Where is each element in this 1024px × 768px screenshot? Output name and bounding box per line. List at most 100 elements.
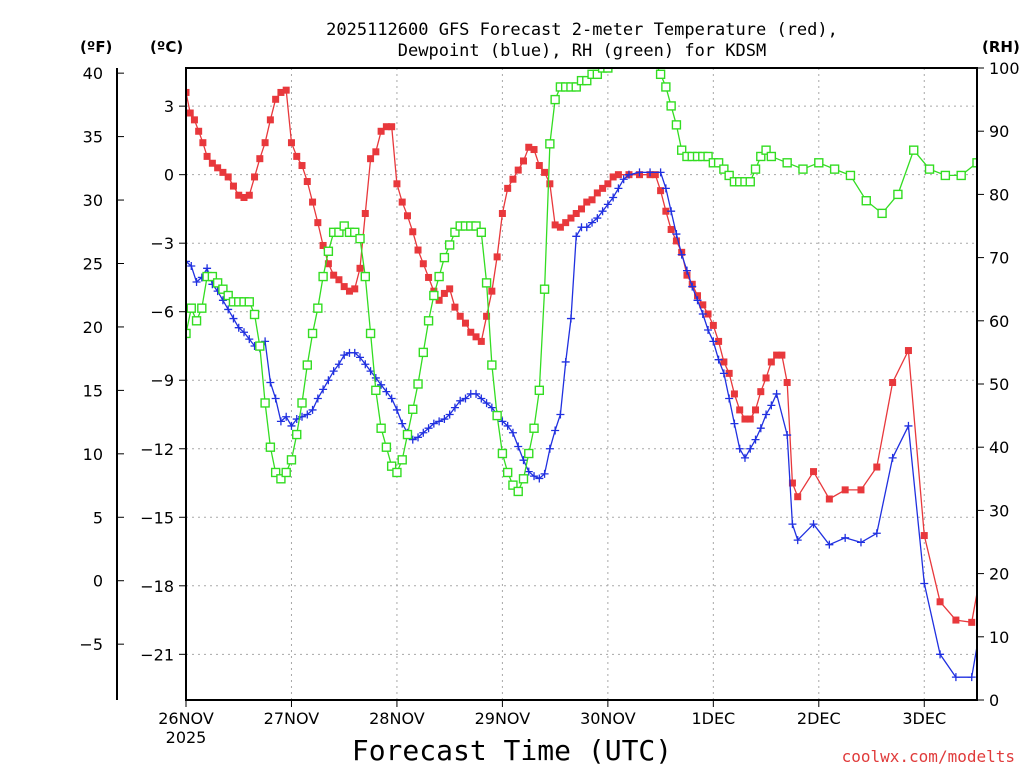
temperature-point [968, 618, 976, 626]
fahrenheit-tick-label: 15 [83, 381, 103, 400]
relative-humidity-point [909, 145, 919, 155]
temperature-point [472, 333, 480, 341]
temperature-point [530, 146, 538, 154]
dewpoint-point [788, 520, 797, 529]
temperature-point [583, 198, 591, 206]
relative-humidity-point [550, 94, 560, 105]
temperature-point [588, 196, 596, 204]
temperature-point [235, 191, 243, 199]
relative-humidity-point [212, 278, 223, 288]
temperature-point [519, 157, 527, 165]
relative-humidity-point [434, 271, 444, 282]
dewpoint-point [456, 396, 465, 405]
relative-humidity-point [355, 233, 365, 244]
temperature-point [461, 319, 469, 327]
dewpoint-point [192, 278, 201, 287]
relative-humidity-point [671, 120, 682, 130]
temperature-point [746, 415, 754, 423]
temperature-point [720, 358, 728, 366]
dewpoint-point [920, 579, 929, 588]
dewpoint-point [725, 394, 734, 403]
dewpoint-point [767, 401, 776, 410]
dewpoint-point [735, 444, 744, 453]
temperature-point [1000, 422, 1007, 429]
relative-humidity-point [392, 467, 402, 478]
relative-humidity-point [365, 328, 376, 339]
rh-tick-label: 10 [989, 628, 1009, 647]
relative-humidity-point [307, 328, 318, 339]
temperature-point [709, 321, 717, 329]
dewpoint-point [841, 533, 850, 542]
temperature-point [282, 86, 290, 94]
temperature-point [783, 379, 791, 387]
temperature-point [546, 180, 554, 188]
relative-humidity-point [376, 423, 386, 433]
temperature-point [662, 207, 670, 215]
dewpoint-point [472, 389, 481, 398]
temperature-point [186, 109, 194, 117]
temperature-point [398, 198, 406, 206]
temperature-point [578, 205, 585, 213]
temperature-point [514, 166, 522, 174]
dewpoint-point [313, 394, 322, 403]
relative-humidity-point [745, 177, 755, 187]
temperature-point [367, 155, 375, 163]
temperature-point [293, 152, 301, 160]
dewpoint-point [783, 431, 792, 440]
temperature-point [351, 285, 359, 293]
dewpoint-point [540, 469, 549, 478]
relative-humidity-point [782, 158, 792, 168]
dewpoint-point [334, 360, 343, 369]
dewpoint-point [624, 170, 633, 179]
dewpoint-point [240, 328, 249, 337]
dewpoint-point [872, 529, 881, 538]
temperature-point [504, 184, 512, 192]
temperature-point [186, 88, 190, 96]
temperature-point [303, 178, 311, 186]
temperature-point [657, 187, 665, 195]
relative-humidity-point [518, 474, 529, 484]
dewpoint-point [234, 323, 243, 332]
relative-humidity-point [408, 404, 418, 414]
rh-tick-label: 20 [989, 565, 1009, 584]
dewpoint-point [282, 412, 291, 421]
relative-humidity-point [397, 455, 407, 465]
relative-humidity-point [244, 297, 254, 307]
dewpoint-point [793, 536, 802, 545]
dewpoint-point [371, 373, 380, 382]
dewpoint-point [646, 168, 655, 177]
temperature-point [208, 159, 216, 167]
relative-humidity-point [318, 271, 328, 282]
relative-humidity-point [197, 303, 207, 313]
temperature-point [199, 139, 207, 147]
relative-humidity-point [508, 480, 518, 490]
dewpoint-point [856, 538, 865, 547]
temperature-point [736, 406, 744, 414]
dewpoint-point [762, 410, 771, 419]
dewpoint-point [609, 193, 618, 202]
temperature-point [256, 155, 264, 163]
x-tick-label: 27NOV [264, 709, 320, 728]
dewpoint-point [598, 207, 607, 216]
dewpoint-point [888, 453, 897, 462]
dewpoint-point [561, 357, 570, 366]
x-tick-label: 3DEC [902, 709, 946, 728]
dewpoint-point [566, 314, 575, 323]
temperature-point [572, 209, 580, 217]
relative-humidity-point [476, 227, 487, 238]
relative-humidity-point [371, 385, 381, 396]
relative-humidity-point [972, 158, 977, 168]
temperature-point [541, 168, 549, 176]
dewpoint-point [672, 230, 681, 239]
relative-humidity-point [381, 442, 392, 452]
relative-humidity-point [845, 170, 856, 181]
relative-humidity-point [539, 284, 550, 294]
relative-humidity-point [339, 221, 349, 231]
relative-humidity-point [413, 379, 423, 389]
relative-humidity-point [582, 75, 592, 86]
dewpoint-point [661, 184, 670, 193]
relative-humidity-point [249, 309, 260, 320]
relative-humidity-point [497, 448, 508, 459]
relative-humidity-point [756, 151, 766, 162]
